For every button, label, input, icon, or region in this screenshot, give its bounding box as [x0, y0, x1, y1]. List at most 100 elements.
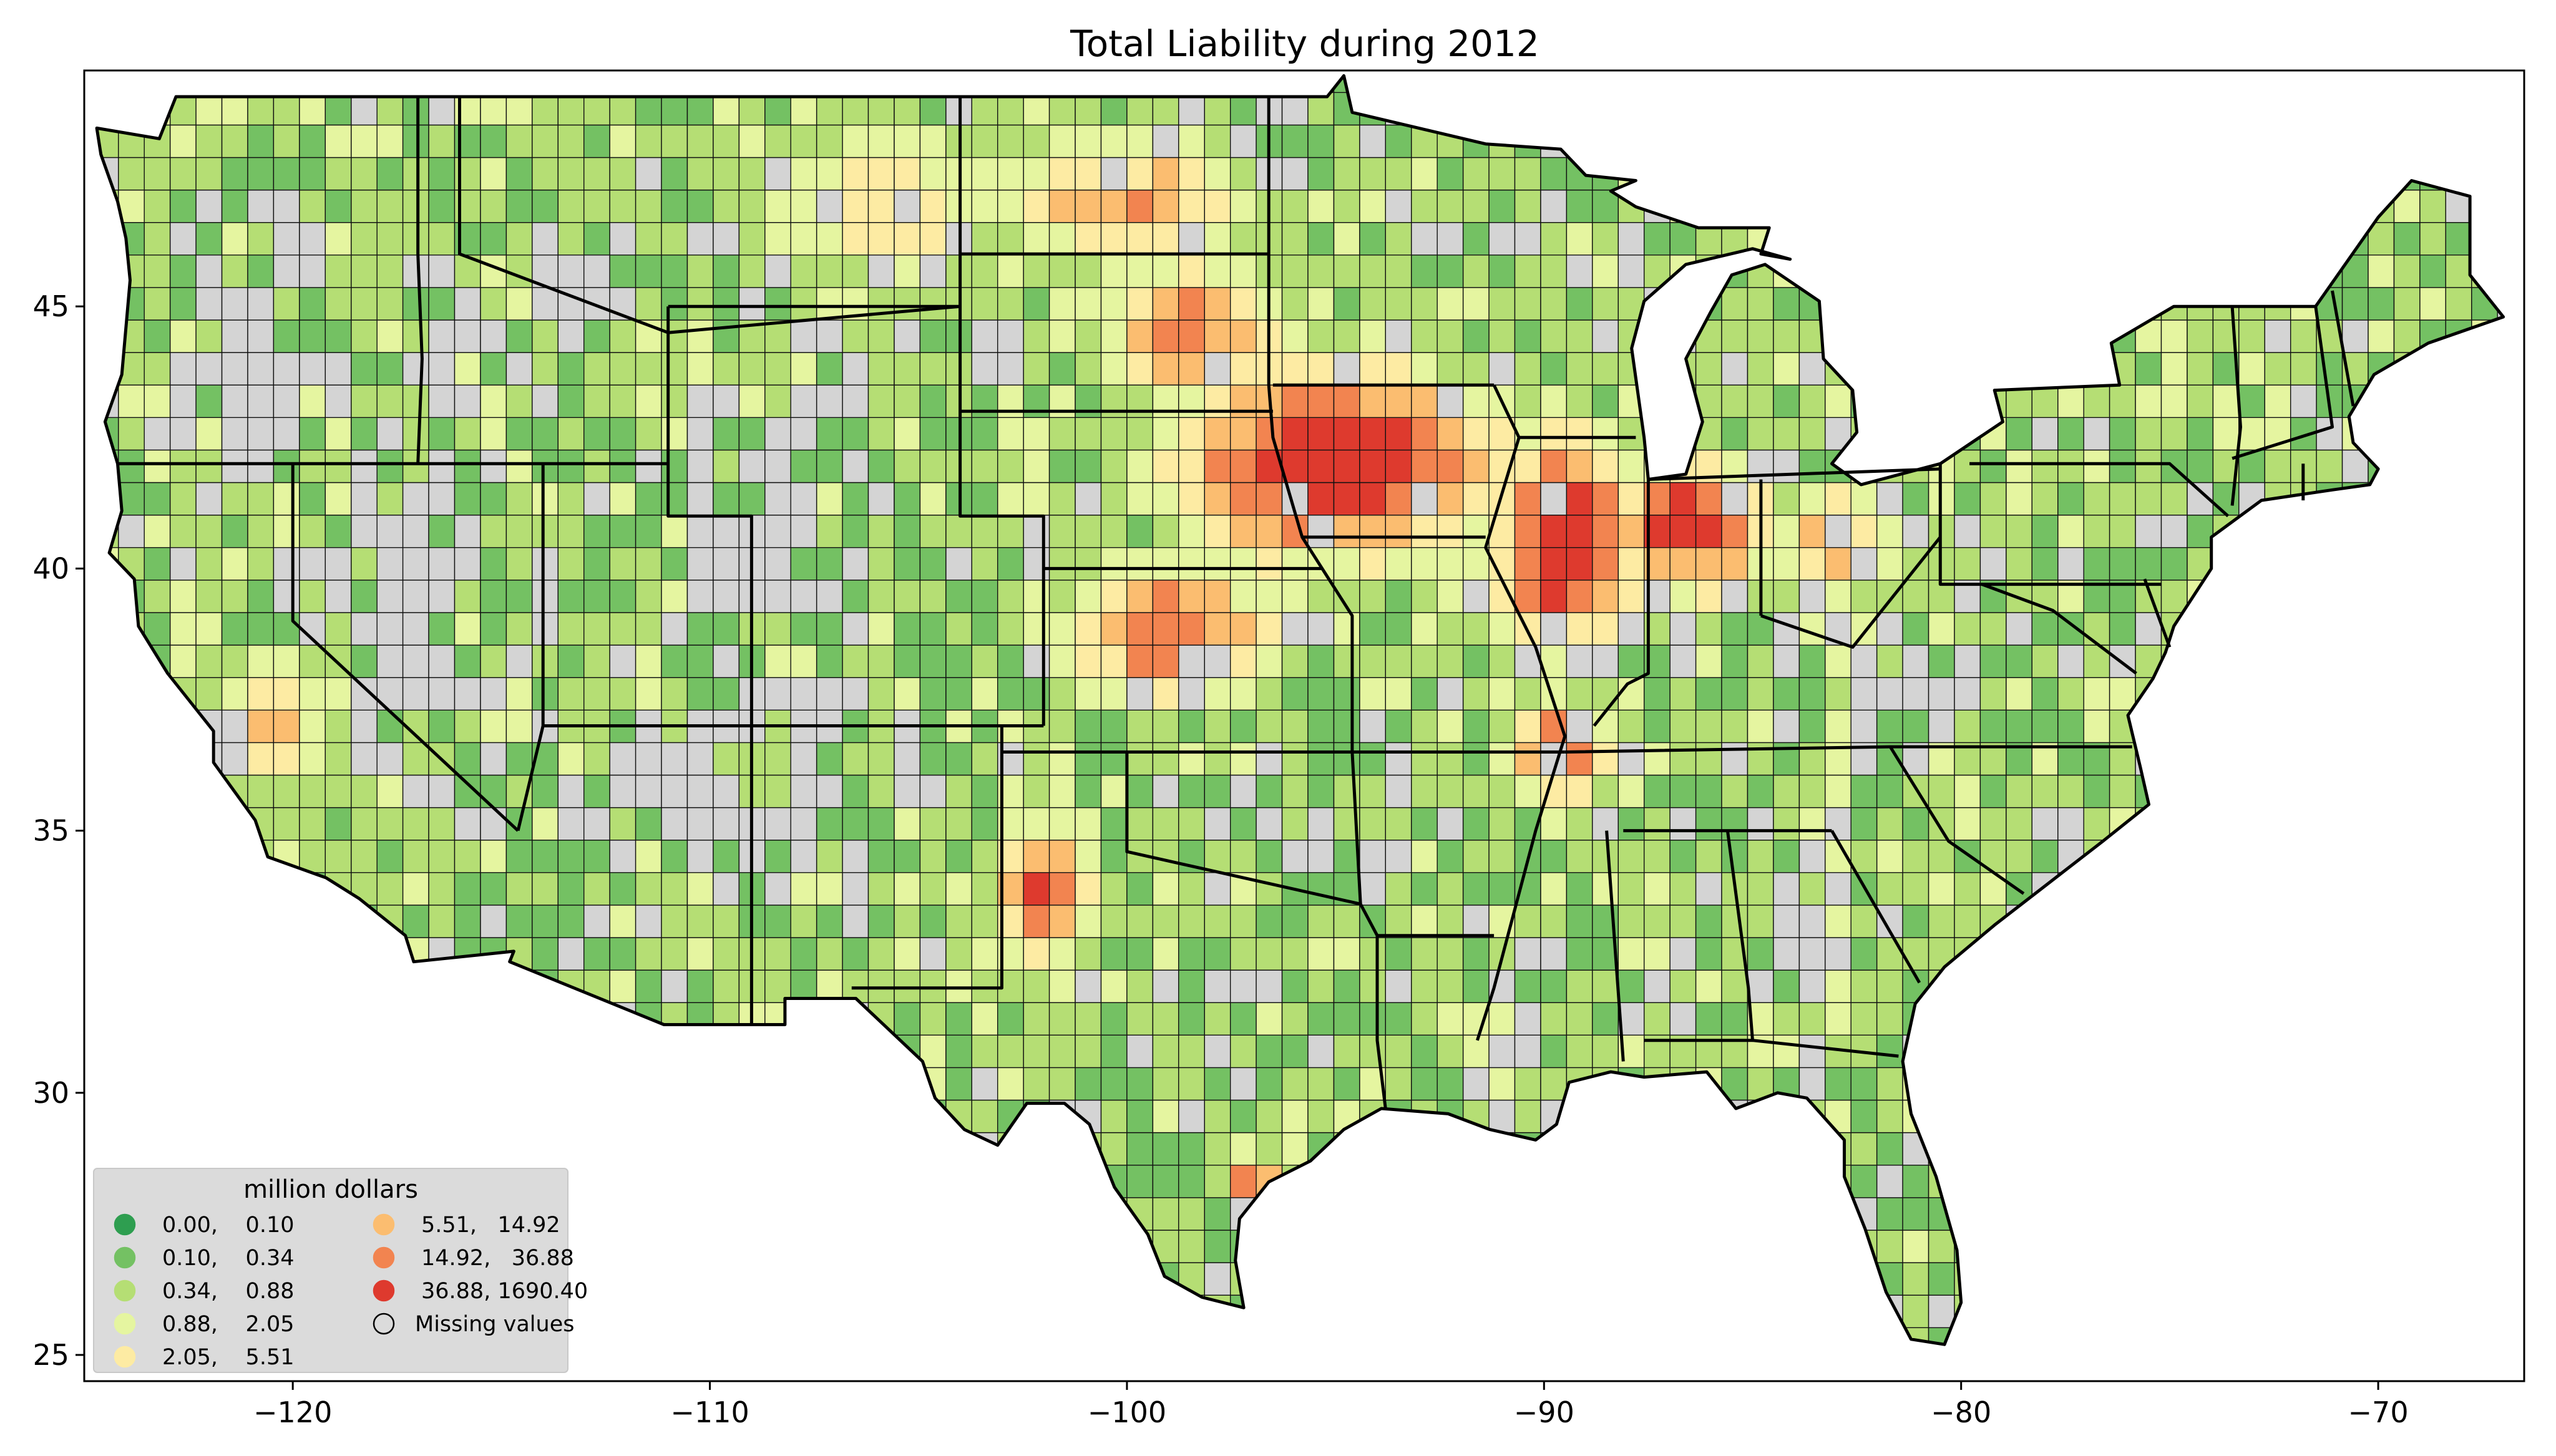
county-cell: [1462, 905, 1490, 938]
county-cell: [2083, 969, 2110, 1003]
county-cell: [816, 580, 843, 613]
county-cell: [1592, 1294, 1619, 1328]
county-cell: [2109, 222, 2136, 256]
county-cell: [221, 75, 248, 93]
county-cell: [1566, 384, 1593, 419]
county-cell: [583, 839, 610, 873]
county-cell: [351, 872, 378, 906]
county-cell: [1281, 580, 1309, 613]
county-cell: [1385, 580, 1412, 613]
county-cell: [1462, 319, 1490, 353]
county-cell: [1462, 709, 1490, 744]
county-cell: [1798, 839, 1826, 873]
county-cell: [402, 482, 429, 516]
county-cell: [1902, 222, 1929, 256]
county-cell: [2160, 547, 2188, 581]
county-cell: [2083, 515, 2110, 548]
county-cell: [1307, 352, 1335, 386]
county-cell: [1566, 157, 1593, 191]
county-cell: [1747, 872, 1774, 906]
county-cell: [1695, 482, 1722, 516]
county-cell: [1979, 255, 2007, 288]
county-cell: [480, 352, 507, 386]
county-cell: [324, 1067, 352, 1101]
county-cell: [583, 547, 610, 581]
county-cell: [764, 417, 791, 451]
county-cell: [170, 384, 197, 419]
county-cell: [1876, 1132, 1903, 1166]
county-cell: [2368, 807, 2395, 841]
county-cell: [1876, 124, 1903, 158]
county-cell: [2109, 384, 2136, 419]
county-cell: [299, 449, 326, 483]
county-cell: [2083, 222, 2110, 256]
county-cell: [324, 905, 352, 938]
county-cell: [1747, 157, 1774, 191]
county-cell: [1307, 75, 1335, 93]
county-cell: [1204, 1002, 1231, 1036]
county-cell: [816, 319, 843, 353]
county-cell: [2212, 1294, 2240, 1328]
county-cell: [299, 1002, 326, 1036]
county-cell: [532, 482, 559, 516]
county-cell: [2445, 580, 2472, 613]
county-cell: [2368, 580, 2395, 613]
county-cell: [1411, 905, 1438, 938]
county-cell: [1359, 287, 1386, 321]
county-cell: [1773, 449, 1800, 483]
county-cell: [1307, 742, 1335, 776]
county-cell: [2212, 1034, 2240, 1069]
county-cell: [1204, 75, 1231, 93]
county-cell: [1643, 1197, 1671, 1231]
county-cell: [1411, 222, 1438, 256]
county-cell: [635, 937, 662, 971]
county-cell: [273, 644, 300, 678]
county-cell: [2290, 709, 2317, 744]
county-cell: [2393, 774, 2421, 808]
county-cell: [428, 482, 456, 516]
county-cell: [1488, 222, 1516, 256]
county-cell: [583, 580, 610, 613]
county-cell: [661, 1002, 688, 1036]
county-cell: [480, 417, 507, 451]
county-cell: [1256, 774, 1283, 808]
county-cell: [1773, 1034, 1800, 1069]
county-cell: [1747, 709, 1774, 744]
county-cell: [1617, 905, 1645, 938]
county-cell: [2316, 839, 2343, 873]
county-cell: [1643, 677, 1671, 711]
county-cell: [505, 644, 533, 678]
county-cell: [2031, 255, 2059, 288]
county-cell: [2083, 157, 2110, 191]
county-cell: [1669, 124, 1697, 158]
county-cell: [1359, 124, 1386, 158]
county-cell: [1979, 644, 2007, 678]
county-cell: [1617, 872, 1645, 906]
county-cell: [2393, 839, 2421, 873]
county-cell: [2471, 417, 2498, 451]
county-cell: [764, 1132, 791, 1166]
county-cell: [1307, 384, 1335, 419]
county-cell: [971, 807, 998, 841]
county-cell: [1385, 1165, 1412, 1198]
county-cell: [1540, 1034, 1568, 1069]
county-cell: [532, 807, 559, 841]
county-cell: [1721, 612, 1749, 646]
county-cell: [1281, 547, 1309, 581]
county-cell: [247, 742, 275, 776]
county-cell: [945, 1099, 973, 1133]
county-cell: [1178, 75, 1205, 93]
county-cell: [2368, 547, 2395, 581]
county-cell: [557, 807, 585, 841]
county-cell: [351, 969, 378, 1003]
county-cell: [2083, 319, 2110, 353]
county-cell: [1825, 352, 1851, 386]
county-cell: [299, 1034, 326, 1069]
county-cell: [842, 677, 869, 711]
county-cell: [2316, 1197, 2343, 1231]
county-cell: [738, 1165, 766, 1198]
county-cell: [2290, 287, 2317, 321]
county-cell: [2238, 1165, 2265, 1198]
county-cell: [2212, 1002, 2240, 1036]
county-cell: [2471, 937, 2498, 971]
